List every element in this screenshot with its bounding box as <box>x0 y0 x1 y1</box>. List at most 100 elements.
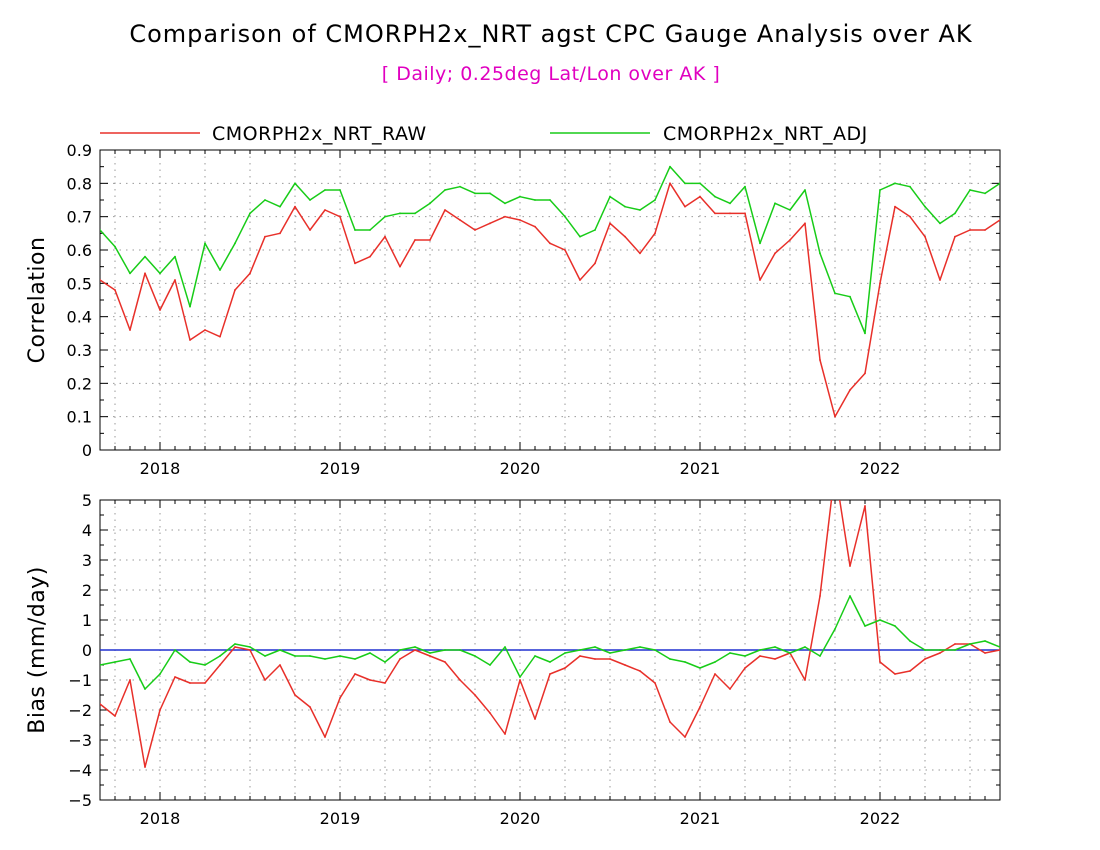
correlation-adj-point <box>399 212 401 215</box>
bias-xtick-label: 2022 <box>860 809 901 828</box>
bias-adj-point <box>879 619 881 621</box>
bias-ytick-label: 3 <box>82 551 92 570</box>
bias-raw-point <box>114 715 116 717</box>
bias-adj-point <box>969 643 971 645</box>
bias-adj-point <box>414 646 416 648</box>
bias-adj-point <box>504 646 506 648</box>
bias-xtick-label: 2020 <box>500 809 541 828</box>
bias-xtick-label: 2019 <box>320 809 361 828</box>
bias-adj-point <box>804 646 806 648</box>
bias-series-adj-points <box>100 595 1000 690</box>
correlation-adj-point <box>744 185 746 188</box>
correlation-adj-point <box>834 292 836 295</box>
correlation-raw-point <box>624 235 626 238</box>
correlation-gridlines <box>100 150 1000 450</box>
bias-adj-point <box>384 661 386 663</box>
bias-adj-point <box>564 652 566 654</box>
bias-raw-point <box>924 658 926 660</box>
correlation-raw-point <box>984 229 986 231</box>
bias-raw-point <box>954 643 956 645</box>
bias-raw-point <box>699 706 701 708</box>
correlation-adj-point <box>594 229 596 231</box>
bias-x-tick-labels: 2018 2019 2020 2021 2022 <box>140 809 901 828</box>
correlation-raw-point <box>744 212 746 215</box>
correlation-adj-point <box>939 222 941 225</box>
correlation-adj-point <box>144 255 146 258</box>
correlation-raw-point <box>969 229 971 231</box>
correlation-adj-point <box>609 195 611 198</box>
bias-ytick-label: 1 <box>82 611 92 630</box>
correlation-raw-point <box>204 329 206 331</box>
bias-adj-point <box>534 655 536 657</box>
correlation-adj-point <box>879 189 881 191</box>
bias-adj-point <box>369 652 371 654</box>
bias-adj-point <box>894 625 896 627</box>
bias-adj-point <box>279 649 281 651</box>
bias-raw-point <box>444 661 446 663</box>
correlation-raw-point <box>534 225 536 228</box>
bias-raw-point <box>639 670 641 672</box>
correlation-adj-point <box>249 212 251 215</box>
bias-adj-point <box>654 649 656 651</box>
bias-adj-point <box>609 652 611 654</box>
bias-ytick-label: 4 <box>82 521 92 540</box>
bias-raw-point <box>549 673 551 675</box>
bias-raw-point <box>459 679 461 681</box>
bias-raw-point <box>384 682 386 684</box>
correlation-raw-point <box>999 219 1000 221</box>
bias-raw-point <box>339 697 341 699</box>
bias-raw-point <box>879 661 881 663</box>
correlation-raw-point <box>159 309 161 311</box>
bias-raw-point <box>849 565 851 567</box>
correlation-adj-point <box>384 215 386 218</box>
correlation-adj-point <box>654 199 656 201</box>
bias-ytick-label: 5 <box>82 491 92 510</box>
bias-adj-point <box>219 655 221 657</box>
bias-raw-point <box>624 664 626 666</box>
legend-label-raw: CMORPH2x_NRT_RAW <box>212 123 427 145</box>
correlation-series <box>100 165 1000 418</box>
correlation-raw-point <box>414 239 416 241</box>
bias-series-raw-line <box>100 500 1000 768</box>
bias-adj-point <box>189 661 191 663</box>
bias-adj-point <box>624 649 626 651</box>
correlation-xtick-label: 2021 <box>680 459 721 478</box>
correlation-ytick-label: 0 <box>82 441 92 460</box>
bias-raw-point <box>519 679 521 681</box>
bias-series <box>100 500 1000 768</box>
correlation-adj-point <box>969 189 971 191</box>
correlation-raw-point <box>444 209 446 211</box>
bias-raw-point <box>564 667 566 669</box>
legend-label-adj: CMORPH2x_NRT_ADJ <box>663 123 868 145</box>
correlation-raw-point <box>654 232 656 235</box>
bias-adj-point <box>354 658 356 660</box>
bias-adj-point <box>864 625 866 627</box>
correlation-adj-point <box>474 192 476 195</box>
bias-raw-point <box>399 658 401 660</box>
bias-ytick-label: −3 <box>68 731 92 750</box>
bias-raw-point <box>504 733 506 735</box>
correlation-raw-point <box>249 272 251 275</box>
correlation-x-tick-labels: 2018 2019 2020 2021 2022 <box>140 459 901 478</box>
bias-adj-point <box>249 646 251 648</box>
bias-adj-point <box>744 655 746 657</box>
bias-adj-point <box>429 652 431 654</box>
bias-adj-point <box>309 655 311 657</box>
correlation-adj-point <box>699 182 701 185</box>
bias-adj-point <box>924 649 926 651</box>
correlation-adj-point <box>819 252 821 255</box>
bias-adj-point <box>834 628 836 630</box>
bias-raw-point <box>129 679 131 681</box>
correlation-adj-point <box>279 205 281 208</box>
correlation-raw-point <box>309 229 311 231</box>
correlation-raw-point <box>594 262 596 265</box>
correlation-adj-point <box>759 242 761 245</box>
correlation-adj-point <box>909 185 911 188</box>
bias-raw-point <box>174 676 176 678</box>
correlation-raw-point <box>189 339 191 341</box>
bias-raw-point <box>714 673 716 675</box>
bias-adj-point <box>699 667 701 669</box>
correlation-adj-point <box>414 212 416 215</box>
bias-xtick-label: 2018 <box>140 809 181 828</box>
correlation-adj-point <box>714 195 716 198</box>
